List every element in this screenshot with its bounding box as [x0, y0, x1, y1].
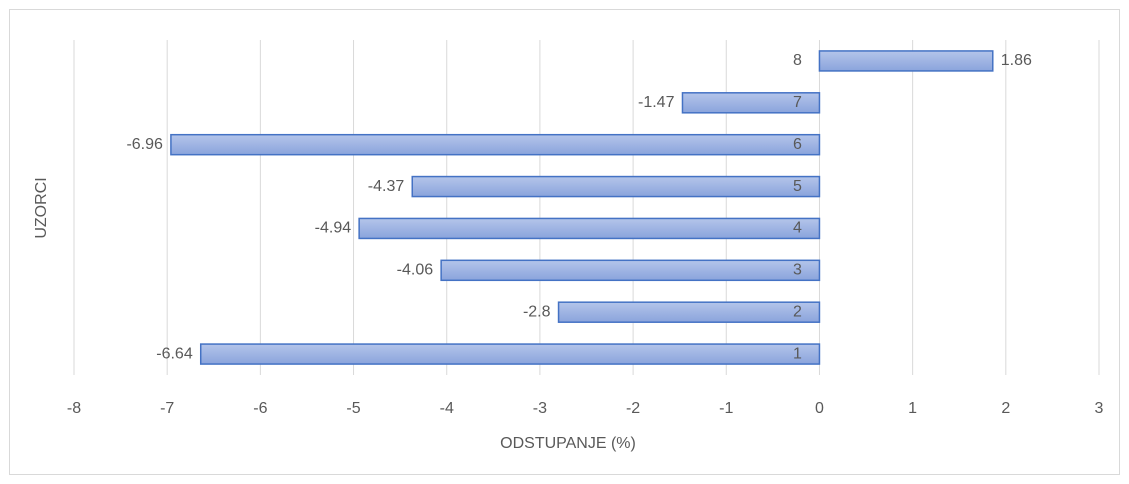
bar — [818, 50, 994, 72]
x-tick-label: -1 — [719, 400, 733, 417]
bar — [170, 133, 821, 156]
y-tick-label: 7 — [793, 94, 802, 111]
bar — [681, 92, 821, 114]
bar — [557, 301, 821, 323]
y-tick-label: 3 — [793, 262, 802, 279]
x-tick-label: 0 — [815, 400, 824, 417]
data-label: 1.86 — [1001, 52, 1032, 69]
x-tick-label: -5 — [346, 400, 360, 417]
x-tick-label: 1 — [908, 400, 917, 417]
x-tick-label: 3 — [1095, 400, 1104, 417]
y-tick-label: 5 — [793, 178, 802, 195]
x-tick-label: 2 — [1001, 400, 1010, 417]
y-tick-label: 4 — [793, 220, 802, 237]
x-tick-label: -3 — [533, 400, 547, 417]
data-label: -4.37 — [368, 178, 405, 195]
y-tick-label: 2 — [793, 303, 802, 320]
data-label: -1.47 — [638, 94, 675, 111]
y-axis-title: UZORCI — [33, 177, 50, 238]
y-tick-label: 8 — [793, 52, 802, 69]
x-tick-label: -7 — [160, 400, 174, 417]
x-tick-label: -8 — [67, 400, 81, 417]
x-tick-label: -2 — [626, 400, 640, 417]
chart-border — [9, 9, 1120, 475]
bar — [199, 343, 821, 365]
bar — [411, 175, 821, 198]
x-tick-label: -6 — [253, 400, 267, 417]
data-label: -6.64 — [156, 345, 193, 362]
bar — [358, 217, 821, 240]
bar — [440, 259, 821, 282]
data-label: -4.94 — [315, 220, 352, 237]
x-axis-title: ODSTUPANJE (%) — [500, 435, 636, 452]
y-tick-label: 1 — [793, 345, 802, 362]
y-tick-label: 6 — [793, 136, 802, 153]
x-tick-label: -4 — [440, 400, 454, 417]
data-label: -2.8 — [523, 303, 551, 320]
data-label: -6.96 — [126, 136, 163, 153]
data-label: -4.06 — [397, 262, 434, 279]
